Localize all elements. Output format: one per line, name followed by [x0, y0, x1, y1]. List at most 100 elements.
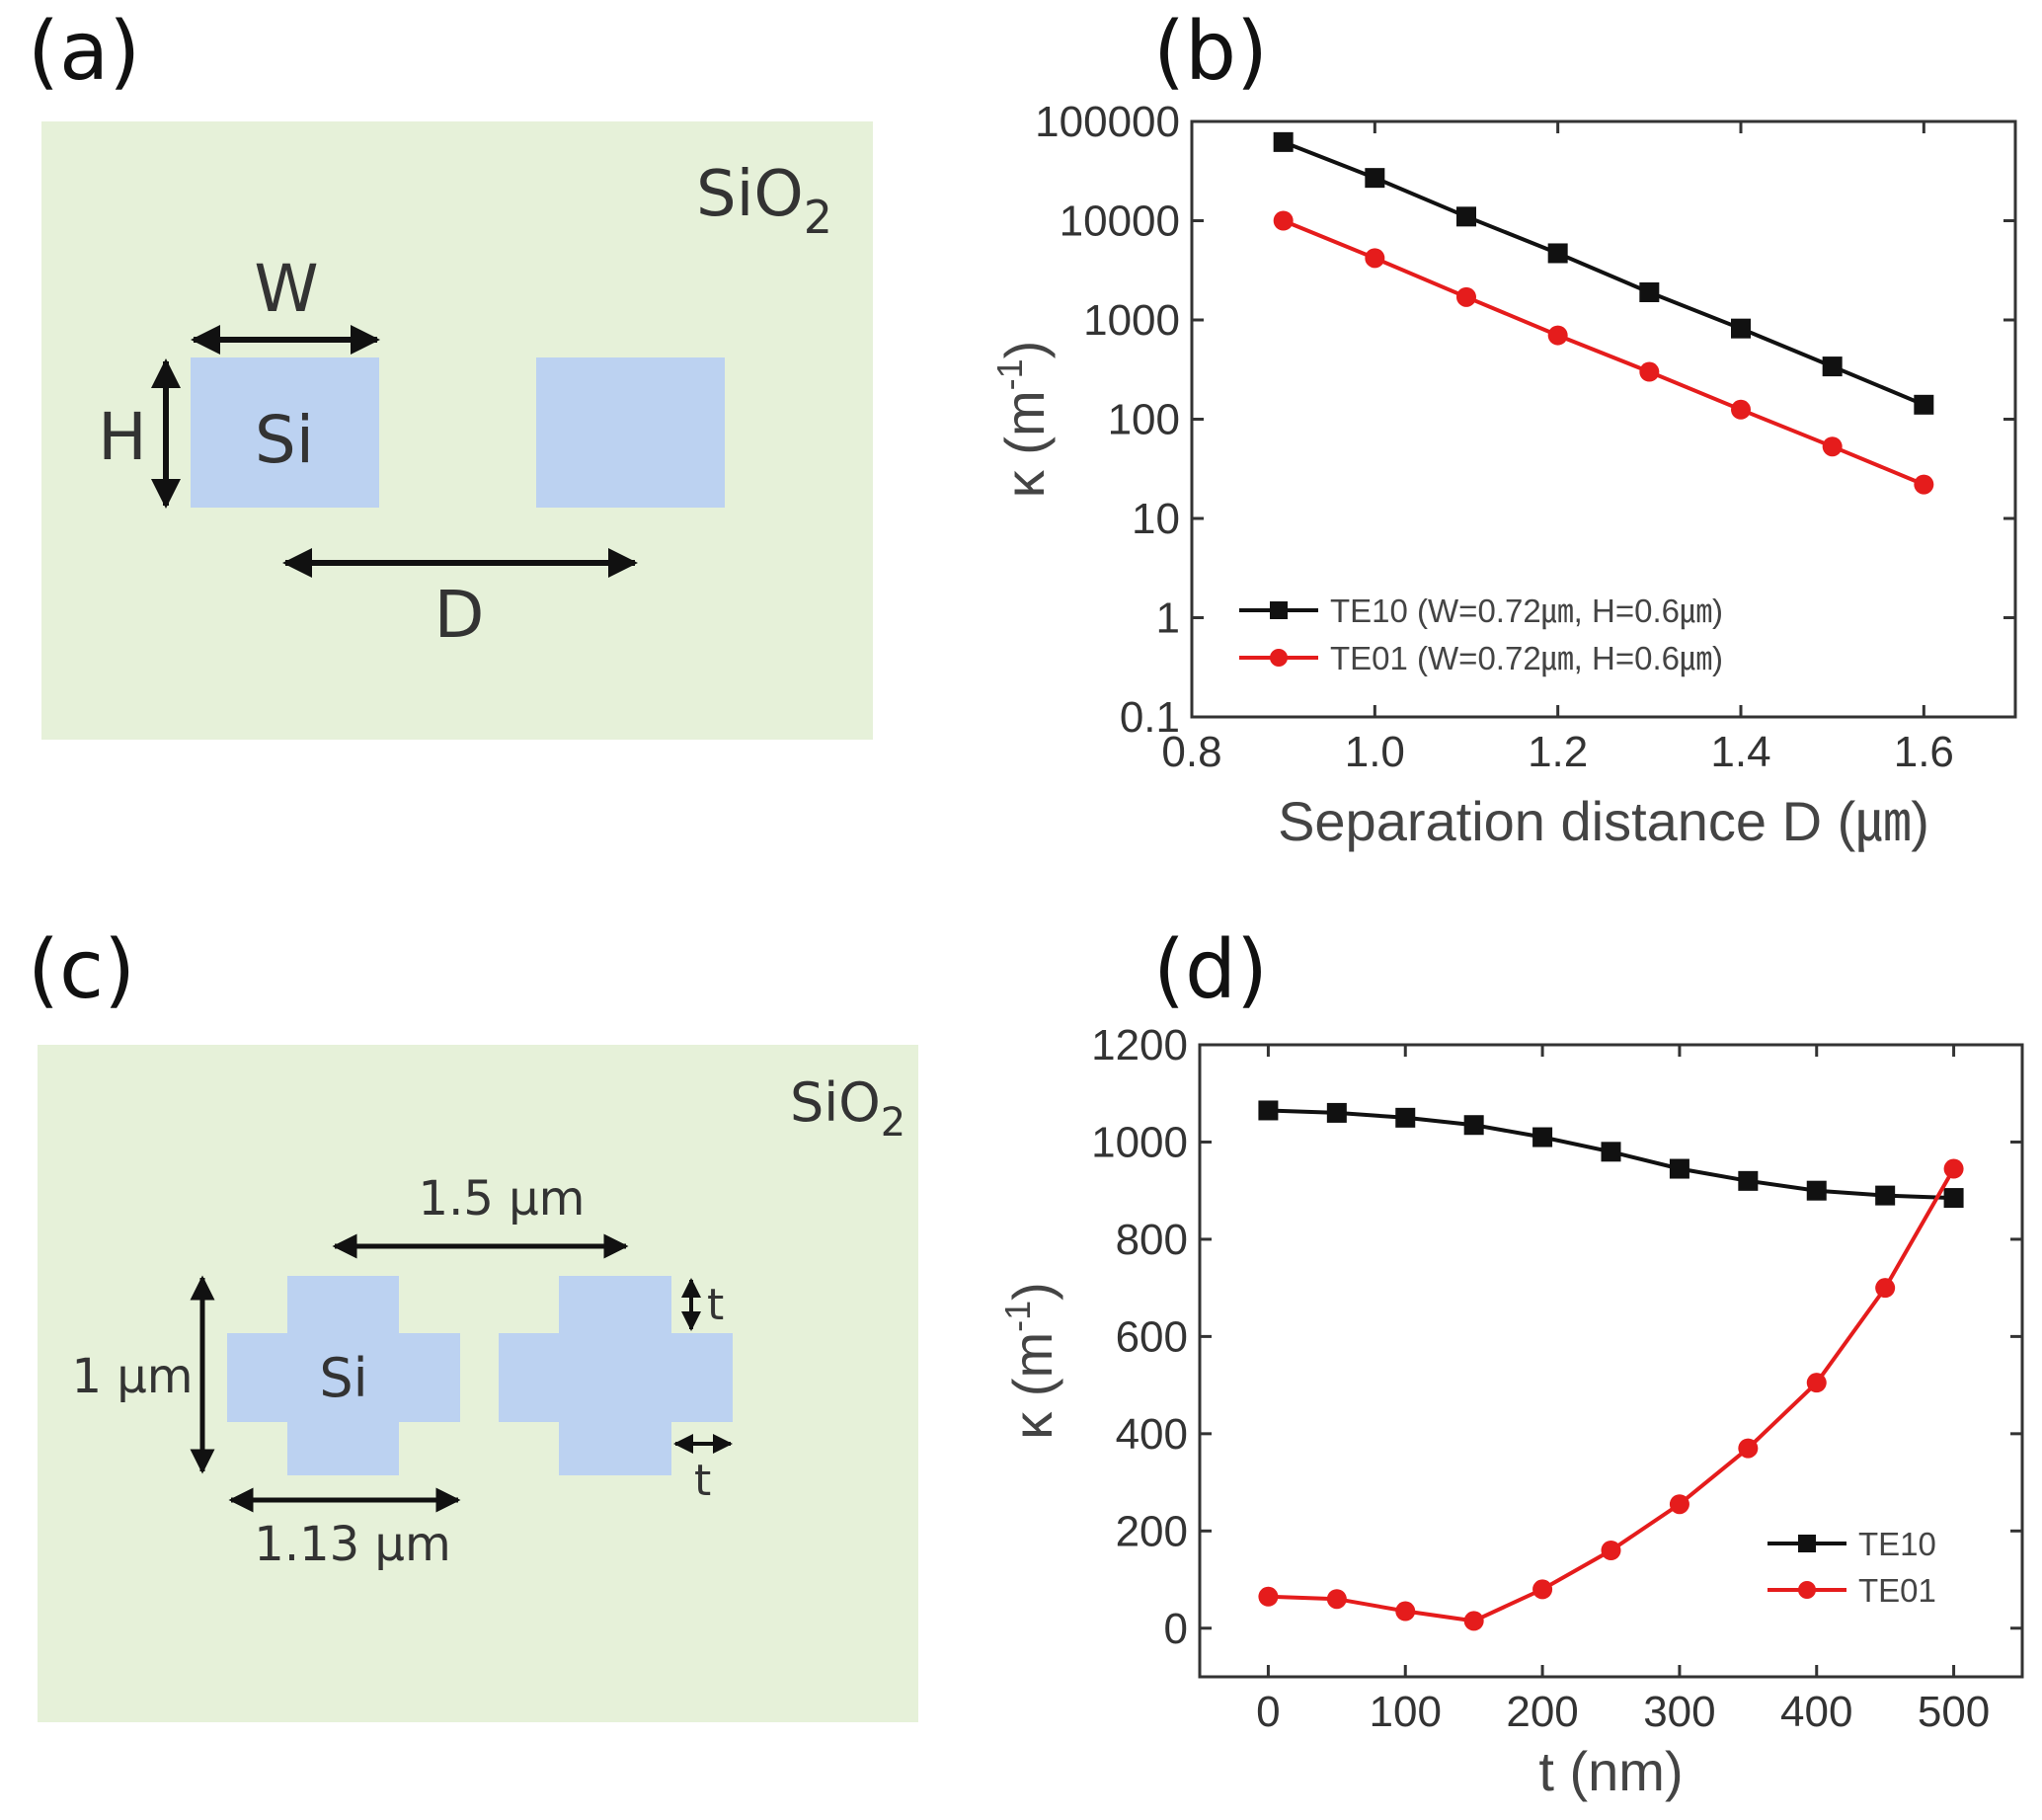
chart-b-ytick-label: 10: [1132, 495, 1180, 543]
panel-c-si-label: Si: [319, 1347, 367, 1409]
chart-d-ytick-label: 1200: [1091, 1021, 1188, 1069]
chart-b-legend-marker: [1270, 649, 1288, 667]
chart-b-ytick-label: 10000: [1060, 198, 1180, 246]
panel-c-t-top-label: t: [707, 1280, 724, 1330]
panel-d-label: (d): [1153, 923, 1268, 1017]
chart-b-ytick-label: 100: [1108, 396, 1180, 444]
panel-b: (b) 0.8 1.0 1.2 1.4 1.6 0.1 1 10 100 1000 10000 100…: [989, 5, 2017, 853]
chart-d-data-point: [1875, 1185, 1896, 1206]
chart-d-xlabel: t (nm): [1538, 1740, 1683, 1802]
chart-b-legend-label: TE01 (W=0.72㎛, H=0.6㎛): [1330, 640, 1723, 677]
chart-b-data-point: [1639, 281, 1660, 302]
chart-b-data-point: [1731, 318, 1751, 339]
panel-a-si-core-right: [536, 357, 725, 508]
chart-d-ytick-label: 600: [1116, 1312, 1188, 1361]
chart-b-data-point: [1914, 394, 1934, 415]
chart-b-ytick-label: 1: [1156, 594, 1180, 643]
chart-d-xtick-label: 200: [1506, 1688, 1578, 1736]
panel-b-label: (b): [1153, 5, 1268, 99]
panel-c-label: (c): [28, 923, 135, 1017]
chart-b-xtick-label: 1.4: [1710, 728, 1770, 776]
chart-d-series-TE10: TE10: [1258, 1100, 1964, 1562]
panel-a-sio2-label: SiO2: [696, 158, 832, 244]
chart-d-series-TE01: TE01: [1258, 1158, 1964, 1631]
panel-a-height-label: H: [98, 399, 147, 475]
chart-d-ytick-label: 1000: [1091, 1118, 1188, 1166]
chart-d-legend-marker: [1798, 1581, 1816, 1599]
chart-d-data-point: [1875, 1278, 1896, 1299]
chart-d-data-point: [1669, 1494, 1689, 1515]
chart-d-data-point: [1532, 1579, 1553, 1600]
chart-d-data-point: [1601, 1142, 1621, 1162]
panel-c-si-cross-right: [499, 1276, 733, 1475]
chart-b-series-line: [1282, 140, 1925, 407]
chart-d-data-point: [1806, 1180, 1827, 1201]
panel-a-label: (a): [28, 5, 140, 99]
chart-b-data-point: [1547, 243, 1568, 264]
chart-d-ylabel: κ (m-1): [997, 1282, 1063, 1440]
chart-b-legend-marker: [1270, 601, 1288, 619]
panel-c-sio2-cladding: [38, 1045, 918, 1722]
chart-b-data-point: [1822, 436, 1843, 457]
chart-d-data-point: [1463, 1611, 1484, 1631]
chart-d-legend-label: TE10: [1858, 1526, 1936, 1562]
chart-d-data-point: [1943, 1158, 1964, 1179]
chart-d-data-point: [1669, 1158, 1689, 1179]
chart-b-ytick-label: 100000: [1035, 98, 1180, 146]
chart-d-data-point: [1738, 1438, 1759, 1459]
chart-b-series-TE10: TE10 (W=0.72㎛, H=0.6㎛): [1239, 131, 1934, 630]
panel-c-t-side-label: t: [694, 1456, 711, 1506]
panel-c-sio2-label: SiO2: [790, 1071, 905, 1146]
chart-b-ylabel: κ (m-1): [989, 341, 1056, 499]
chart-d-legend-label: TE01: [1858, 1572, 1936, 1609]
chart-d-data-point: [1738, 1170, 1759, 1191]
chart-d-legend-marker: [1798, 1535, 1816, 1552]
chart-d-data-point: [1258, 1100, 1279, 1121]
chart-d-xtick-label: 300: [1643, 1688, 1715, 1736]
chart-b-series-TE01: TE01 (W=0.72㎛, H=0.6㎛): [1239, 210, 1934, 677]
chart-d-xtick-label: 500: [1918, 1688, 1990, 1736]
chart-b-data-point: [1273, 131, 1294, 152]
panel-a-si-label: Si: [255, 402, 314, 478]
chart-b-xtick-label: 1.0: [1345, 728, 1405, 776]
panel-d: (d) 0 100 200 300 400 500 0 200 400 600 800 1000 120…: [997, 923, 2024, 1802]
chart-b-data-point: [1456, 206, 1476, 227]
chart-b-data-point: [1639, 361, 1660, 382]
chart-b-data-point: [1731, 399, 1751, 420]
panel-a: (a) SiO2 Si W H D: [28, 5, 873, 740]
chart-b: 0.8 1.0 1.2 1.4 1.6 0.1 1 10 100 1000 10000 100000 S…: [989, 98, 2017, 853]
chart-b-data-point: [1547, 325, 1568, 346]
chart-d-ytick-label: 800: [1116, 1216, 1188, 1264]
chart-b-ytick-label: 1000: [1083, 296, 1180, 345]
chart-d-xtick-label: 400: [1780, 1688, 1852, 1736]
chart-d-data-point: [1943, 1188, 1964, 1209]
chart-b-data-point: [1365, 168, 1385, 189]
chart-d: 0 100 200 300 400 500 0 200 400 600 800 1000 1200 t (…: [997, 1021, 2024, 1802]
panel-c-width-label: 1.13 μm: [254, 1517, 450, 1572]
chart-d-data-point: [1326, 1589, 1347, 1610]
chart-d-data-point: [1395, 1601, 1416, 1622]
chart-d-ytick-label: 0: [1164, 1605, 1188, 1653]
chart-b-xlabel: Separation distance D (㎛): [1278, 790, 1929, 853]
chart-b-data-point: [1822, 356, 1843, 377]
panel-a-width-label: W: [254, 251, 318, 327]
chart-d-ytick-label: 400: [1116, 1410, 1188, 1459]
chart-d-data-point: [1463, 1115, 1484, 1136]
panel-a-si-core-left: [191, 357, 379, 508]
chart-d-data-point: [1395, 1107, 1416, 1128]
chart-b-legend-label: TE10 (W=0.72㎛, H=0.6㎛): [1330, 593, 1723, 630]
chart-b-xtick-label: 1.6: [1894, 728, 1954, 776]
panel-a-distance-label: D: [434, 577, 485, 653]
chart-d-xtick-label: 100: [1370, 1688, 1442, 1736]
panel-c-height-label: 1 μm: [71, 1349, 193, 1404]
chart-d-data-point: [1258, 1586, 1279, 1607]
chart-b-ytick-label: 0.1: [1120, 693, 1180, 742]
panel-c: (c) SiO2 Si 1.5 μm 1 μm 1.13 μm t t: [28, 923, 918, 1722]
chart-b-data-point: [1273, 210, 1294, 231]
chart-b-data-point: [1456, 286, 1476, 307]
chart-d-data-point: [1806, 1373, 1827, 1393]
chart-d-xtick-label: 0: [1256, 1688, 1280, 1736]
chart-d-ytick-label: 200: [1116, 1507, 1188, 1555]
chart-d-data-point: [1326, 1102, 1347, 1123]
